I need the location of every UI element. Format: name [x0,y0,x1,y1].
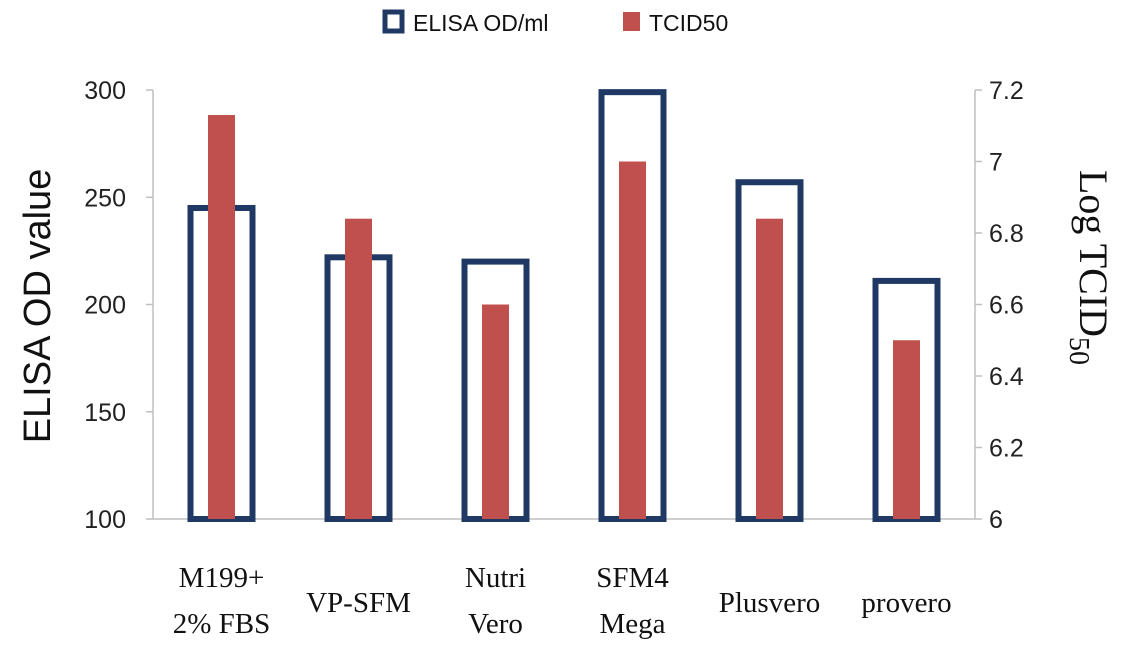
y-tick-label: 200 [84,292,126,320]
bar-tcid50 [756,218,783,519]
x-tick-label-line: 2% FBS [173,608,271,640]
legend-swatch-tcid50 [623,12,640,31]
y2-tick-label: 7 [989,149,1003,177]
x-tick-label-line: Mega [599,608,665,640]
legend: ELISA OD/ml TCID50 [382,9,728,36]
x-tick-label-line: Plusvero [719,587,821,619]
x-tick-label: Nutri Vero [465,562,526,640]
y2-tick-label: 6.8 [989,220,1024,248]
y-axis-label: ELISA OD value [17,169,59,444]
x-tick-label-line: VP-SFM [306,587,411,619]
y2-axis-label-sub: 50 [1063,337,1094,365]
y2-tick-label: 6.6 [989,292,1024,320]
y-tick-label: 250 [84,184,126,212]
x-tick-label-line: M199+ [179,562,265,594]
y2-tick-label: 6 [989,506,1003,534]
y2-axis-label-main: Log TCID [1071,170,1116,337]
axis-labels: ELISA OD value Log TCID50 [17,169,1116,444]
y-tick-label: 100 [84,506,126,534]
x-tick-label: M199+ 2% FBS [173,562,271,640]
x-tick-label: SFM4 Mega [596,562,669,640]
x-tick-label-line: SFM4 [596,562,669,594]
axes: 100 150 200 250 300 6 6.2 6.4 6.6 6.8 7 7.2 [84,77,1024,534]
x-tick-label: Plusvero [719,587,821,619]
x-tick-label: VP-SFM [306,587,411,619]
x-tick-label-line: Nutri [465,562,526,594]
bar-tcid50 [619,161,646,519]
bar-tcid50 [893,340,920,519]
y-tick-label: 300 [84,77,126,105]
y2-axis-label: Log TCID50 [1063,170,1116,365]
bars: M199+ 2% FBS VP-SFM Nutri Vero SFM4 Mega Plusve… [173,89,952,640]
legend-label-elisa: ELISA OD/ml [413,10,548,36]
x-tick-label: provero [861,587,951,619]
y2-tick-label: 7.2 [989,77,1024,105]
y2-tick-label: 6.4 [989,363,1024,391]
legend-swatch-elisa [382,9,405,34]
legend-label-tcid50: TCID50 [649,10,728,36]
y2-tick-label: 6.2 [989,435,1024,463]
x-tick-label-line: Vero [468,608,523,640]
bar-tcid50 [482,304,509,519]
bar-tcid50 [208,115,235,520]
bar-tcid50 [345,218,372,519]
y-tick-label: 150 [84,399,126,427]
x-tick-label-line: provero [861,587,951,619]
